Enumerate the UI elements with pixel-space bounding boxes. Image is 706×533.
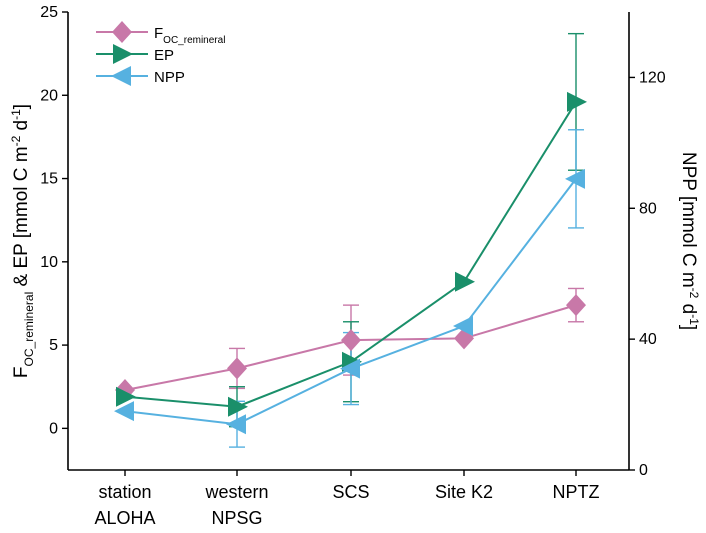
NPP-point [565, 168, 585, 189]
error-bars [229, 32, 584, 448]
x-tick-label: NPTZ [553, 482, 600, 502]
legend-marker [111, 66, 131, 86]
y-right-title: NPP [mmol C m-2 d-1] [678, 152, 701, 330]
legend-label: EP [154, 47, 174, 64]
EP-point [116, 386, 136, 407]
legend-marker [112, 21, 132, 43]
EP-point [455, 271, 475, 292]
y-left-title: FOC_remineral & EP [mmol C m-2 d-1] [9, 104, 36, 378]
x-tick-label: station [98, 482, 151, 502]
right-tick-label: 40 [639, 331, 657, 348]
F_OC_remineral-point [566, 294, 586, 317]
x-tick-label: Site K2 [435, 482, 493, 502]
left-tick-label: 10 [40, 254, 58, 271]
F_OC_remineral-point [341, 329, 361, 352]
right-tick-label: 120 [639, 69, 666, 86]
x-tick-label: ALOHA [94, 508, 155, 528]
NPP-point [226, 414, 246, 435]
NPP-point [340, 358, 360, 379]
right-tick-label: 0 [639, 462, 648, 479]
left-tick-label: 0 [49, 420, 58, 437]
left-tick-label: 5 [49, 337, 58, 354]
axis-titles: FOC_remineral & EP [mmol C m-2 d-1] NPP [… [9, 104, 701, 378]
legend-label: NPP [154, 69, 185, 86]
EP-point [228, 396, 248, 417]
F_OC_remineral-point [227, 357, 247, 380]
legend-marker [113, 44, 133, 64]
series-markers [114, 91, 587, 435]
axes: 0 5 10 15 20 25 0 40 80 120 station ALOHA western NPS… [40, 4, 666, 528]
x-tick-label: western [204, 482, 268, 502]
right-tick-label: 80 [639, 200, 657, 217]
NPP-point [453, 316, 473, 337]
EP-point [567, 91, 587, 112]
left-tick-label: 25 [40, 4, 58, 21]
left-tick-label: 15 [40, 171, 58, 188]
NPP-point [114, 401, 134, 422]
x-tick-label: SCS [332, 482, 369, 502]
x-tick-label: NPSG [211, 508, 262, 528]
legend-label: FOC_remineral [154, 25, 225, 46]
left-tick-label: 20 [40, 87, 58, 104]
